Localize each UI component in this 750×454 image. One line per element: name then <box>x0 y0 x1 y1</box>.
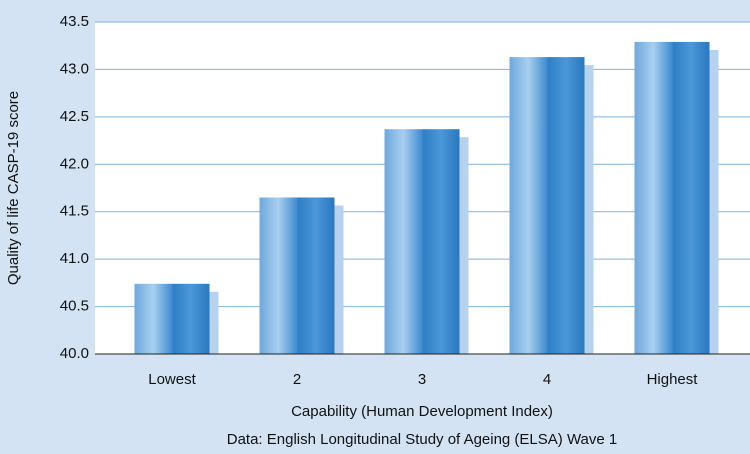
y-tick-label: 43.5 <box>60 13 89 30</box>
y-tick-label: 40.5 <box>60 298 89 315</box>
y-axis-label: Quality of life CASP-19 score <box>5 91 22 285</box>
bar <box>134 283 210 354</box>
x-tick-label: Lowest <box>148 371 196 388</box>
bar <box>384 129 460 354</box>
y-tick-label: 42.0 <box>60 155 89 172</box>
y-tick-label: 40.0 <box>60 345 89 362</box>
y-tick-label: 43.0 <box>60 60 89 77</box>
y-tick-label: 41.0 <box>60 250 89 267</box>
y-tick-label: 41.5 <box>60 203 89 220</box>
bar <box>634 41 710 355</box>
bar <box>509 57 585 355</box>
y-tick-label: 42.5 <box>60 108 89 125</box>
x-tick-label: 4 <box>543 371 551 388</box>
x-axis-label: Capability (Human Development Index) <box>291 403 553 420</box>
x-tick-label: 2 <box>293 371 301 388</box>
bar <box>259 197 335 354</box>
caption: Data: English Longitudinal Study of Agei… <box>227 431 618 448</box>
x-tick-label: Highest <box>647 371 699 388</box>
x-tick-label: 3 <box>418 371 426 388</box>
